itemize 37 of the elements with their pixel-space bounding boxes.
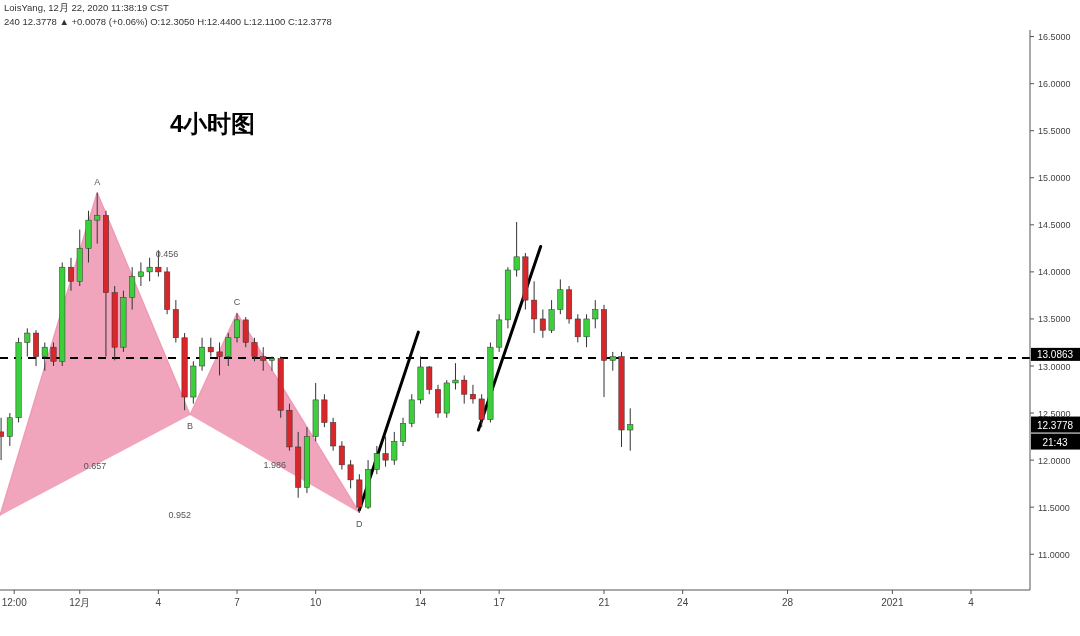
x-tick-label: 4 (968, 597, 975, 608)
x-tick-label: 17 (493, 597, 506, 608)
text: 240 12.3778 ▲ +0.0078 (+0.06%) O:12.3050 H:12.4400 L:12.1100 C:12.3778 (4, 16, 332, 27)
y-tick-label: 14.5000 (1038, 220, 1071, 231)
x-tick-label: 21 (598, 597, 611, 608)
x-tick-label: 2021 (881, 597, 904, 608)
x-tick-label: 12:00 (1, 597, 28, 608)
x-tick-label: 28 (781, 597, 794, 608)
annotation: 1.986 (263, 459, 286, 470)
x-tick-label: 4 (155, 597, 162, 608)
annotation: 0.657 (83, 461, 107, 472)
text: 4小时图 (170, 110, 256, 137)
y-tick-label: 15.0000 (1038, 173, 1071, 184)
text: 12.3778 (1036, 419, 1074, 431)
x-tick-label: 7 (234, 597, 241, 608)
x-tick-label: 24 (677, 597, 689, 608)
x-tick-label: 10 (310, 597, 322, 608)
annotation: A (94, 176, 101, 187)
x-tick-label: 12月 (69, 597, 91, 608)
y-tick-label: 12.5000 (1038, 408, 1071, 419)
y-tick-label: 16.0000 (1038, 79, 1071, 90)
text: LoisYang, 12月 22, 2020 11:38:19 CST (4, 2, 170, 13)
y-tick-label: 12.0000 (1038, 455, 1071, 466)
y-tick-label: 14.0000 (1038, 267, 1071, 278)
annotation: B (187, 420, 194, 431)
annotation: D (356, 518, 364, 529)
y-tick-label: 11.0000 (1038, 549, 1070, 560)
annotation: 0.952 (168, 510, 191, 521)
y-tick-label: 13.5000 (1038, 314, 1071, 325)
y-tick-label: 13.0000 (1038, 361, 1071, 372)
annotation: C (233, 297, 241, 308)
text: 21:43 (1042, 436, 1068, 448)
x-tick-label: 14 (414, 597, 427, 608)
y-tick-label: 15.5000 (1038, 126, 1071, 137)
y-tick-label: 16.5000 (1038, 32, 1071, 43)
y-tick-label: 11.5000 (1038, 502, 1070, 513)
ref-line-label: 13.0863 (1036, 349, 1074, 361)
